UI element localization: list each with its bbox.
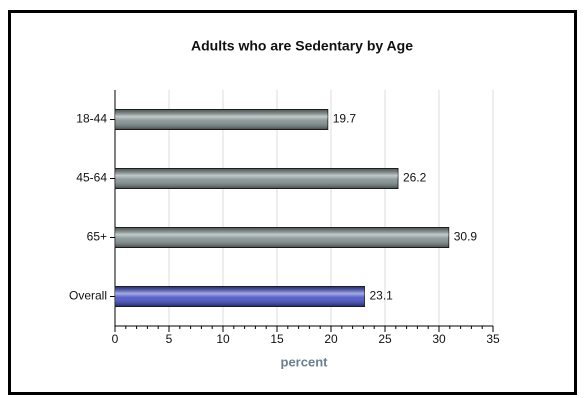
x-tick-label: 35 [486, 332, 500, 346]
y-tick-label: 45-64 [76, 171, 107, 185]
bar-shine [115, 227, 449, 248]
y-tick-label: Overall [69, 289, 107, 303]
x-tick-label: 5 [166, 332, 173, 346]
value-label: 19.7 [333, 112, 357, 126]
bar-shine [115, 286, 365, 307]
x-tick-label: 20 [324, 332, 338, 346]
x-tick-label: 0 [112, 332, 119, 346]
bar-shine [115, 168, 398, 189]
x-axis-label: percent [281, 354, 329, 369]
y-tick-label: 18-44 [76, 112, 107, 126]
value-label: 26.2 [403, 171, 427, 185]
chart-title: Adults who are Sedentary by Age [191, 38, 413, 54]
value-label: 23.1 [369, 289, 393, 303]
bar-shine [115, 109, 328, 130]
x-tick-label: 10 [216, 332, 230, 346]
frame [8, 10, 577, 395]
value-label: 30.9 [454, 230, 478, 244]
y-tick-label: 65+ [87, 230, 107, 244]
x-tick-label: 25 [378, 332, 392, 346]
x-tick-label: 30 [432, 332, 446, 346]
x-tick-label: 15 [270, 332, 284, 346]
